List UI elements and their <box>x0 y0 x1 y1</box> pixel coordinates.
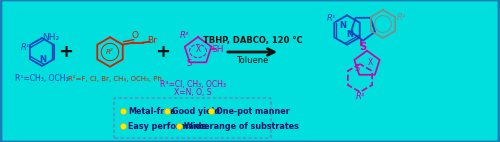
Text: R¹: R¹ <box>20 43 30 52</box>
Text: R³=Cl, CH₃, OCH₃: R³=Cl, CH₃, OCH₃ <box>160 80 226 88</box>
Text: Wide range of substrates: Wide range of substrates <box>184 122 299 131</box>
Text: Toluene: Toluene <box>236 56 268 64</box>
Text: N: N <box>40 55 46 64</box>
Text: Metal-free: Metal-free <box>128 107 176 116</box>
Text: +: + <box>156 43 170 61</box>
Text: S: S <box>354 64 360 73</box>
Text: Good yield: Good yield <box>172 107 220 116</box>
Text: SH: SH <box>212 44 224 54</box>
Text: R¹: R¹ <box>327 14 336 23</box>
Text: N: N <box>340 20 346 30</box>
Text: N: N <box>346 30 354 38</box>
Text: R³: R³ <box>180 31 188 40</box>
Text: X: X <box>368 58 372 66</box>
Text: S: S <box>187 59 192 68</box>
Text: X: X <box>196 44 200 54</box>
Text: Br: Br <box>147 36 156 45</box>
Text: S: S <box>360 42 366 52</box>
Text: TBHP, DABCO, 120 °C: TBHP, DABCO, 120 °C <box>202 36 302 44</box>
Text: R²: R² <box>396 12 406 21</box>
Text: O: O <box>131 31 138 40</box>
Text: X=N, O, S: X=N, O, S <box>174 87 212 97</box>
Text: One-pot manner: One-pot manner <box>216 107 290 116</box>
Text: R²: R² <box>106 49 114 55</box>
Text: +: + <box>58 43 74 61</box>
Text: R²=F, Cl, Br, CH₃, OCH₃, Ph: R²=F, Cl, Br, CH₃, OCH₃, Ph <box>68 75 162 82</box>
Text: R¹=CH₃, OCH₃: R¹=CH₃, OCH₃ <box>15 74 69 83</box>
Text: Easy performance: Easy performance <box>128 122 210 131</box>
Text: NH₂: NH₂ <box>42 33 59 42</box>
Text: R³: R³ <box>356 92 364 101</box>
